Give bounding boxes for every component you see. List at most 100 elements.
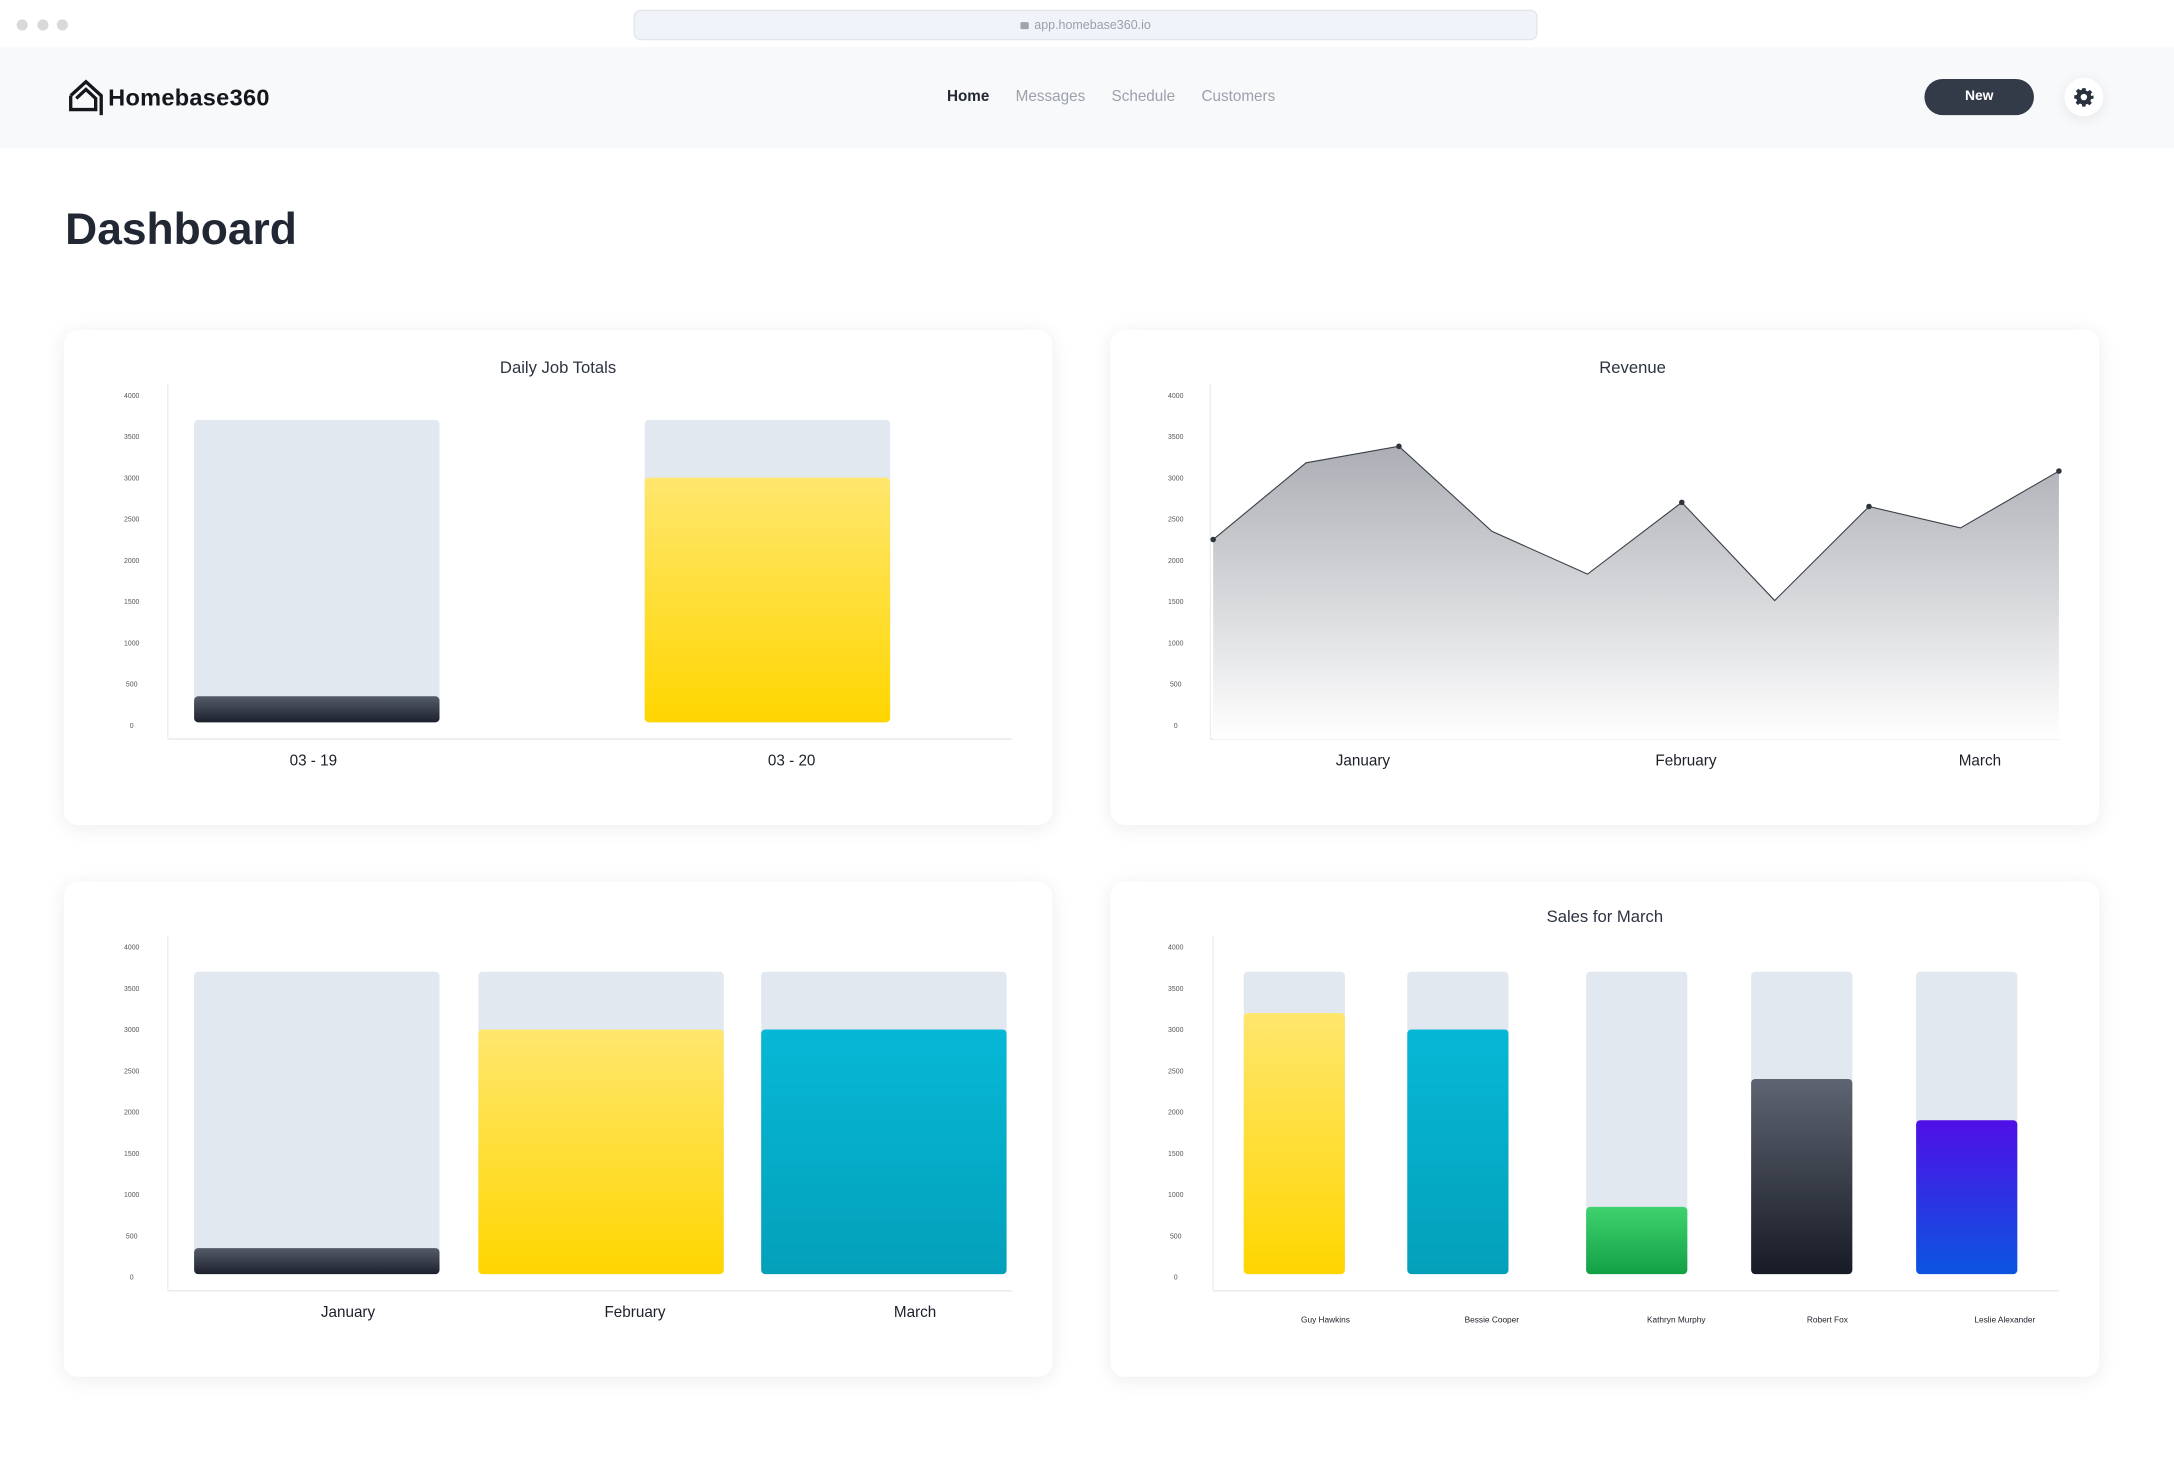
revenue-point (1866, 503, 1872, 510)
y-tick-label: 3000 (124, 475, 140, 482)
x-axis-label: 03 - 20 (768, 752, 815, 769)
bar-march (761, 1029, 1007, 1275)
y-tick-label: 500 (1170, 1233, 1182, 1240)
sales-chart: 0 500 1000 1500 2000 2500 3000 3500 4000 Guy Hawk… (1168, 935, 2059, 1325)
y-tick-label: 0 (130, 723, 134, 730)
page-title: Dashboard (65, 203, 297, 254)
y-tick-label: 2500 (124, 1068, 140, 1075)
chart-title: Revenue (1599, 357, 1666, 378)
y-tick-label: 1000 (1168, 640, 1184, 647)
window-maximize-dot[interactable] (56, 19, 68, 31)
nav-link-home[interactable]: Home (946, 88, 990, 106)
y-tick-label: 500 (126, 1233, 138, 1240)
url-text: app.homebase360.io (1034, 18, 1151, 32)
x-axis-label: January (1336, 752, 1391, 769)
revenue-chart: 0 500 1000 1500 2000 2500 3000 3500 4000 January F… (1168, 384, 2062, 769)
y-tick-label: 3500 (1168, 434, 1184, 441)
bar-february (478, 1029, 724, 1275)
y-tick-label: 1500 (124, 599, 140, 606)
y-tick-label: 0 (130, 1275, 134, 1282)
y-tick-label: 2000 (124, 558, 140, 565)
y-tick-label: 3000 (1168, 475, 1184, 482)
x-axis-label: Robert Fox (1807, 1315, 1849, 1325)
y-tick-label: 4000 (1168, 393, 1184, 400)
y-tick-label: 4000 (124, 945, 140, 952)
bar-background (1586, 971, 1688, 1275)
window-minimize-dot[interactable] (37, 19, 49, 31)
y-tick-label: 2000 (1168, 1110, 1184, 1117)
house-logo-icon (69, 79, 103, 116)
y-tick-label: 0 (1174, 1275, 1178, 1282)
settings-button[interactable] (2064, 77, 2104, 117)
x-axis-label: March (894, 1304, 936, 1321)
address-bar[interactable]: app.homebase360.io (633, 9, 1538, 41)
daily-job-totals-card: Daily Job Totals 0 500 1000 1500 2000 2500 300… (63, 329, 1053, 825)
logo[interactable]: Homebase360 (68, 79, 270, 116)
y-tick-label: 4000 (1168, 945, 1184, 952)
y-tick-label: 0 (1174, 723, 1178, 730)
x-axis-label: Bessie Cooper (1465, 1315, 1520, 1325)
bar-background (194, 419, 440, 723)
gear-icon (2074, 88, 2094, 107)
y-tick-label: 3500 (124, 986, 140, 993)
lock-icon (1020, 22, 1029, 30)
revenue-point (2056, 468, 2062, 474)
y-tick-label: 1500 (124, 1151, 140, 1158)
y-tick-label: 3000 (1168, 1027, 1184, 1034)
y-tick-label: 2000 (1168, 558, 1184, 565)
x-axis-label: 03 - 19 (290, 752, 337, 769)
bar-bessie-cooper (1407, 1029, 1509, 1275)
x-axis-label: January (321, 1304, 376, 1321)
revenue-point (1396, 443, 1402, 450)
top-navbar: Homebase360 Home Messages Schedule Custo… (0, 47, 2174, 149)
bar-03-20 (644, 477, 891, 723)
y-tick-label: 3000 (124, 1027, 140, 1034)
y-tick-label: 3500 (1168, 986, 1184, 993)
bar-leslie-alexander (1916, 1120, 2018, 1275)
y-tick-label: 1000 (124, 1192, 140, 1199)
y-tick-label: 500 (126, 682, 138, 689)
x-axis-label: Guy Hawkins (1301, 1315, 1350, 1325)
sales-for-march-card: Sales for March 0 500 1000 1500 2000 2500 3000… (1110, 881, 2100, 1377)
logo-text: Homebase360 (108, 83, 270, 111)
y-tick-label: 2000 (124, 1110, 140, 1117)
y-tick-label: 1000 (1168, 1192, 1184, 1199)
nav-link-messages[interactable]: Messages (1015, 88, 1086, 106)
chart-title: Daily Job Totals (499, 357, 617, 378)
y-tick-label: 4000 (124, 393, 140, 400)
window-close-dot[interactable] (16, 19, 28, 31)
revenue-line (1212, 445, 2060, 602)
y-tick-label: 1000 (124, 640, 140, 647)
nav-link-schedule[interactable]: Schedule (1111, 88, 1176, 106)
revenue-area (1213, 446, 2059, 739)
monthly-chart: 0 500 1000 1500 2000 2500 3000 3500 4000 January F… (124, 935, 1013, 1321)
y-tick-label: 2500 (124, 517, 140, 524)
x-axis-label: Kathryn Murphy (1647, 1315, 1706, 1325)
nav-link-customers[interactable]: Customers (1201, 88, 1276, 106)
x-axis-label: Leslie Alexander (1974, 1315, 2035, 1325)
main-nav: Home Messages Schedule Customers (947, 89, 1275, 106)
chart-title: Sales for March (1546, 906, 1664, 927)
y-tick-label: 2500 (1168, 1068, 1184, 1075)
browser-chrome: app.homebase360.io (0, 0, 2174, 48)
bar-background (194, 971, 440, 1275)
bar-kathryn-murphy (1586, 1206, 1688, 1275)
revenue-point (1210, 536, 1216, 543)
x-axis-label: February (1655, 752, 1716, 769)
bar-03-19 (194, 696, 440, 723)
y-tick-label: 2500 (1168, 517, 1184, 524)
daily-job-totals-chart: 0 500 1000 1500 2000 2500 3000 3500 4000 03 - 19 0… (124, 384, 1013, 769)
y-tick-label: 3500 (124, 434, 140, 441)
x-axis-label: March (1959, 752, 2001, 769)
monthly-card: 0 500 1000 1500 2000 2500 3000 3500 4000 January F… (63, 881, 1053, 1377)
y-tick-label: 1500 (1168, 1151, 1184, 1158)
new-button[interactable]: New (1924, 79, 2034, 116)
bar-robert-fox (1751, 1078, 1853, 1275)
bar-guy-hawkins (1243, 1012, 1345, 1275)
y-tick-label: 500 (1170, 682, 1182, 689)
x-axis-label: February (604, 1304, 665, 1321)
bar-january (194, 1248, 440, 1275)
revenue-card: Revenue 0 500 1000 1500 2000 2500 3000 3500 4000… (1110, 329, 2100, 825)
y-tick-label: 1500 (1168, 599, 1184, 606)
